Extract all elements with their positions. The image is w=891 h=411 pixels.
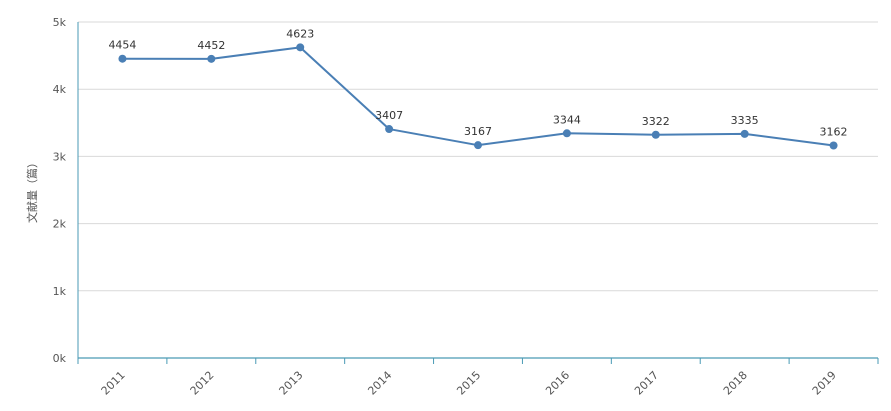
data-point <box>740 129 749 138</box>
data-point <box>474 141 482 150</box>
x-tick-label: 2014 <box>365 369 394 398</box>
data-point <box>562 129 571 138</box>
data-point <box>296 43 305 52</box>
data-points <box>118 43 838 150</box>
y-tick-labels: 0k 1k 2k 3k 4k 5k <box>53 16 67 365</box>
y-tick-label: 2k <box>53 218 67 231</box>
data-label: 4454 <box>108 39 136 52</box>
data-label: 3407 <box>375 109 403 122</box>
y-grid-lines <box>78 21 878 292</box>
y-tick-label: 0k <box>53 352 67 365</box>
y-tick-label: 1k <box>53 285 67 298</box>
data-label: 3335 <box>731 114 759 127</box>
x-tick-label: 2019 <box>810 369 839 398</box>
data-point <box>829 141 838 150</box>
x-tick-label: 2015 <box>454 369 483 398</box>
data-point <box>207 54 216 63</box>
x-tick-label: 2012 <box>188 369 217 398</box>
data-label: 3322 <box>642 115 670 128</box>
y-axis-title: 文献量（篇） <box>25 157 39 223</box>
y-tick-label: 5k <box>53 16 67 29</box>
x-tick-labels: 2011 2012 2013 2014 2015 2016 2017 2018 2019 <box>99 369 839 398</box>
data-point <box>651 130 660 139</box>
y-tick-label: 4k <box>53 83 67 96</box>
x-axis <box>77 357 879 364</box>
x-tick-label: 2018 <box>721 369 750 398</box>
data-label: 4452 <box>197 39 225 52</box>
data-label: 3162 <box>820 126 848 139</box>
x-tick-label: 2017 <box>632 369 661 398</box>
x-tick-label: 2013 <box>277 369 306 398</box>
x-tick-label: 2016 <box>543 369 572 398</box>
data-labels: 4454 4452 4623 3407 3167 3344 3322 3335 3162 <box>108 27 847 138</box>
data-point <box>385 125 394 134</box>
data-label: 4623 <box>286 27 314 40</box>
data-point <box>118 54 127 63</box>
data-label: 3344 <box>553 113 581 126</box>
x-tick-label: 2011 <box>99 369 128 398</box>
data-label: 3167 <box>464 125 492 138</box>
y-tick-label: 3k <box>53 150 67 163</box>
